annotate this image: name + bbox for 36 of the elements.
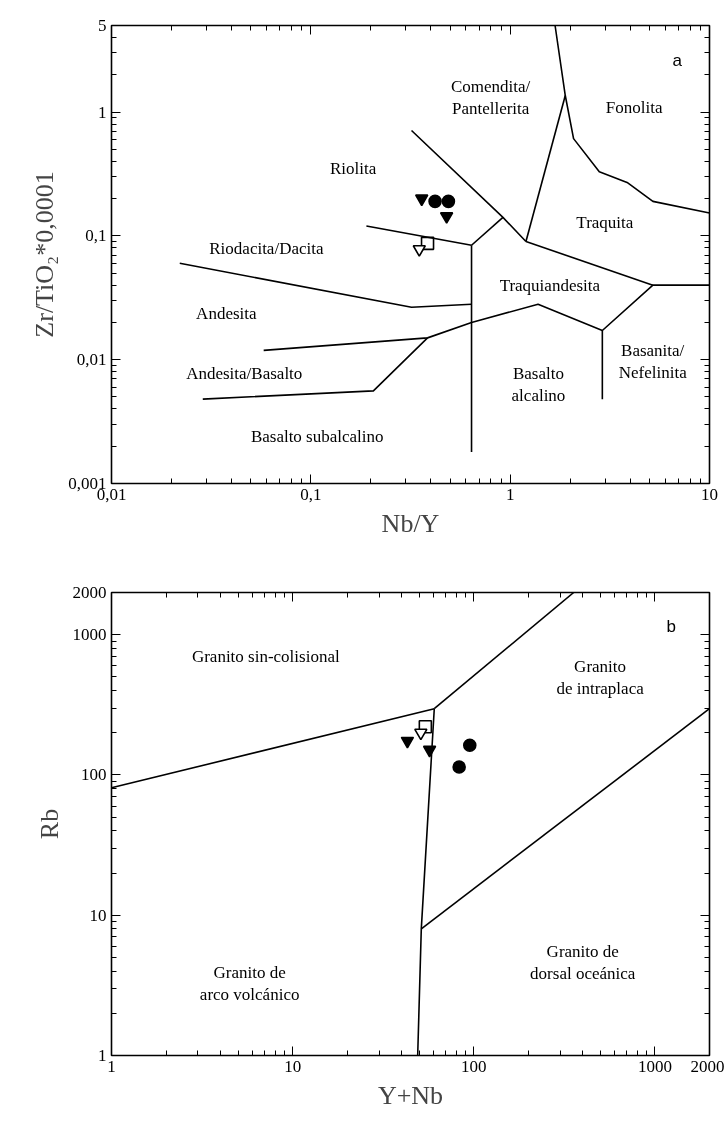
x-tick-label: 10 [284,1056,302,1076]
annotation: b [666,617,676,637]
annotation: Basanita/ Nefelinita [618,341,688,383]
annotation: Granito de intraplaca [556,657,645,699]
annotation: Andesita [196,303,257,323]
x-tick-label: 1000 [637,1056,672,1076]
annotation: Granito sin-colisional [191,647,340,667]
annotation: Granito de dorsal oceánica [530,942,636,983]
y-tick-label: 1 [98,102,107,122]
annotation: Granito de arco volcánico [199,962,300,1004]
x-axis-title: Nb/Y [381,508,440,538]
annotation: Basalto alcalino [511,364,566,405]
y-tick-label: 1000 [72,625,107,645]
x-tick-label: 10 [701,484,718,504]
annotation: Fonolita [605,98,663,118]
y-tick-label: 5 [98,16,107,35]
annotation: Traquiandesita [499,275,601,295]
x-tick-label: 100 [461,1056,487,1076]
annotation: Andesita/Basalto [186,363,303,383]
y-tick-label: 100 [81,765,107,785]
annotation: Comendita/ Pantellerita [450,77,531,119]
x-axis-title: Y+Nb [377,1080,444,1110]
annotation: Basalto subalcalino [250,426,384,446]
y-tick-label: 10 [89,905,107,925]
x-tick-label: 0,1 [300,484,322,504]
x-tick-label: 1 [505,484,515,504]
annotation: a [672,51,683,71]
y-tick-label: 2000 [72,583,107,602]
x-tick-label: 2000 [690,1056,724,1076]
annotation: Traquita [576,213,634,233]
y-axis-title: Zr/TiO₂*0,0001 [30,171,60,338]
y-tick-label: 0,01 [76,350,107,370]
annotation: Riolita [329,158,377,178]
annotation: Riodacita/Dacita [209,238,324,258]
y-axis-title: Rb [34,808,64,840]
y-tick-label: 0,1 [85,226,107,246]
